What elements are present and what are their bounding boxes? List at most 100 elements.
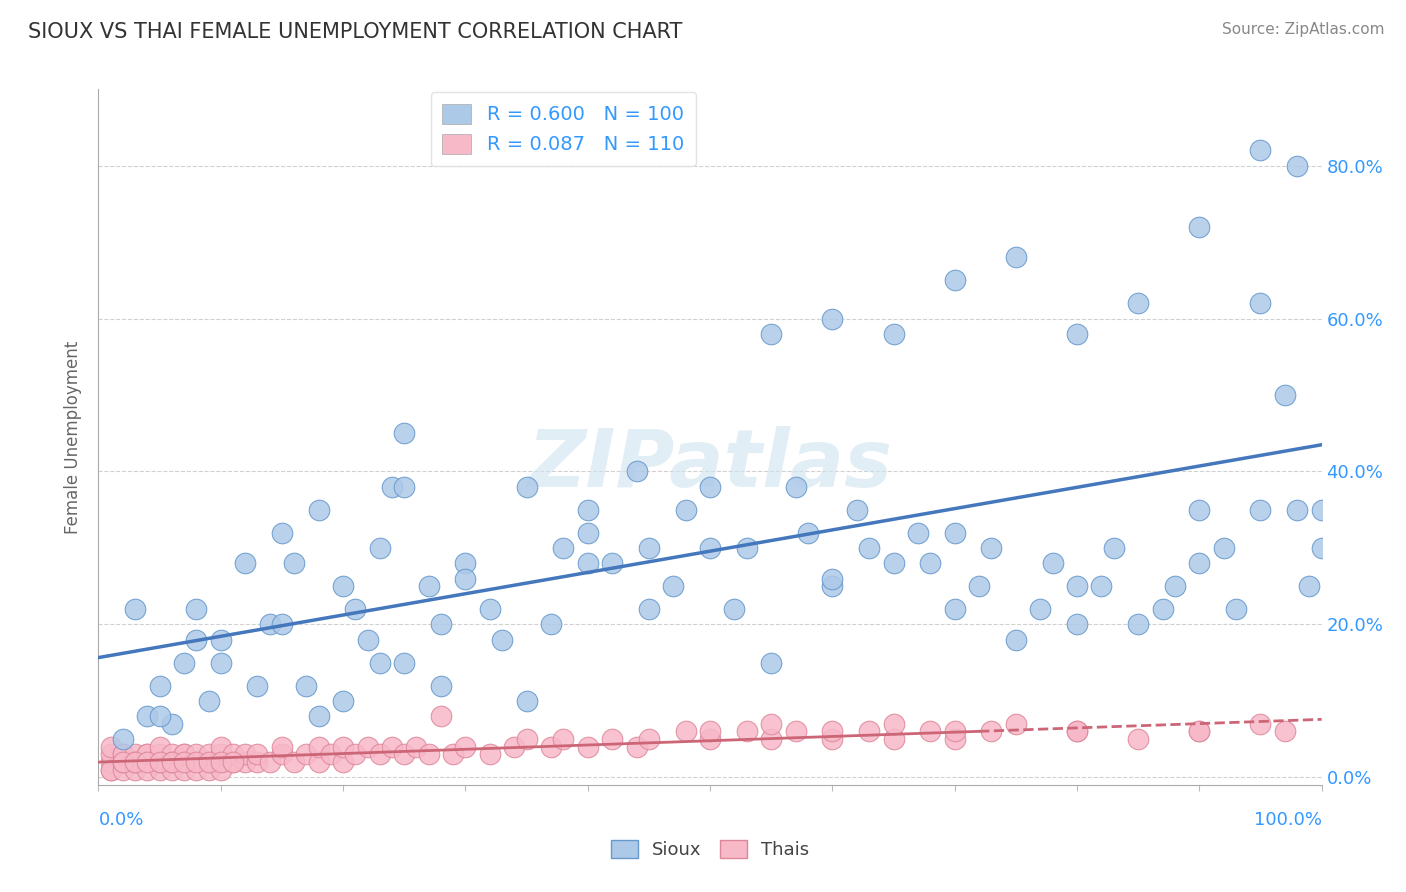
Point (197, 755, 219, 769)
Point (295, 679, 318, 693)
Point (368, 541, 391, 555)
Point (124, 763, 146, 777)
Point (515, 480, 537, 494)
Text: 100.0%: 100.0% (1254, 811, 1322, 829)
Point (662, 579, 685, 593)
Point (149, 755, 172, 769)
Point (761, 326, 783, 341)
Point (270, 525, 294, 540)
Point (173, 747, 195, 762)
Point (600, 556, 623, 570)
Point (1164, 579, 1187, 593)
Point (907, 525, 929, 540)
Point (270, 739, 294, 754)
Point (186, 747, 208, 762)
Text: SIOUX VS THAI FEMALE UNEMPLOYMENT CORRELATION CHART: SIOUX VS THAI FEMALE UNEMPLOYMENT CORREL… (28, 22, 682, 42)
Point (454, 572, 477, 586)
Point (332, 579, 354, 593)
Point (381, 480, 404, 494)
Point (186, 632, 208, 647)
Point (111, 755, 134, 769)
Point (233, 755, 256, 769)
Point (124, 755, 146, 769)
Point (699, 732, 721, 747)
Point (540, 739, 562, 754)
Point (1188, 724, 1211, 739)
Point (943, 525, 966, 540)
Legend: Sioux, Thais: Sioux, Thais (603, 832, 817, 866)
Point (308, 709, 330, 723)
Point (1249, 144, 1271, 158)
Point (209, 632, 232, 647)
Point (920, 556, 942, 570)
Point (368, 656, 391, 670)
Point (100, 763, 122, 777)
Point (233, 747, 256, 762)
Point (1188, 219, 1211, 234)
Point (186, 763, 208, 777)
Point (1274, 388, 1296, 402)
Point (1066, 724, 1088, 739)
Point (1310, 502, 1333, 516)
Point (1066, 579, 1088, 593)
Point (699, 480, 721, 494)
Point (308, 739, 330, 754)
Point (1128, 296, 1150, 310)
Point (149, 747, 172, 762)
Point (308, 502, 330, 516)
Point (100, 739, 122, 754)
Point (100, 747, 122, 762)
Point (761, 716, 783, 731)
Point (626, 465, 648, 479)
Point (638, 602, 661, 616)
Point (173, 656, 195, 670)
Point (821, 732, 844, 747)
Point (1212, 541, 1234, 555)
Point (173, 763, 195, 777)
Point (197, 747, 219, 762)
Point (1249, 502, 1271, 516)
Point (600, 732, 623, 747)
Point (111, 747, 134, 762)
Text: Source: ZipAtlas.com: Source: ZipAtlas.com (1222, 22, 1385, 37)
Point (576, 556, 599, 570)
Point (111, 747, 134, 762)
Point (124, 755, 146, 769)
Point (883, 732, 905, 747)
Point (283, 755, 305, 769)
Point (136, 747, 159, 762)
Point (980, 541, 1002, 555)
Point (160, 755, 183, 769)
Point (920, 724, 942, 739)
Point (699, 541, 721, 555)
Point (1188, 724, 1211, 739)
Text: ZIPatlas: ZIPatlas (527, 425, 893, 504)
Point (1042, 556, 1064, 570)
Point (173, 755, 195, 769)
Point (124, 747, 146, 762)
Point (735, 724, 758, 739)
Point (883, 716, 905, 731)
Point (967, 579, 990, 593)
Point (735, 541, 758, 555)
Point (515, 694, 537, 708)
Point (430, 679, 453, 693)
Point (283, 556, 305, 570)
Point (270, 747, 294, 762)
Point (553, 541, 575, 555)
Point (883, 556, 905, 570)
Point (136, 755, 159, 769)
Point (209, 656, 232, 670)
Point (319, 747, 342, 762)
Point (418, 579, 440, 593)
Point (1188, 502, 1211, 516)
Point (136, 747, 159, 762)
Point (124, 755, 146, 769)
Point (943, 602, 966, 616)
Point (1298, 579, 1320, 593)
Point (100, 755, 122, 769)
Point (136, 709, 159, 723)
Point (626, 739, 648, 754)
Text: 0.0%: 0.0% (98, 811, 143, 829)
Point (332, 739, 354, 754)
